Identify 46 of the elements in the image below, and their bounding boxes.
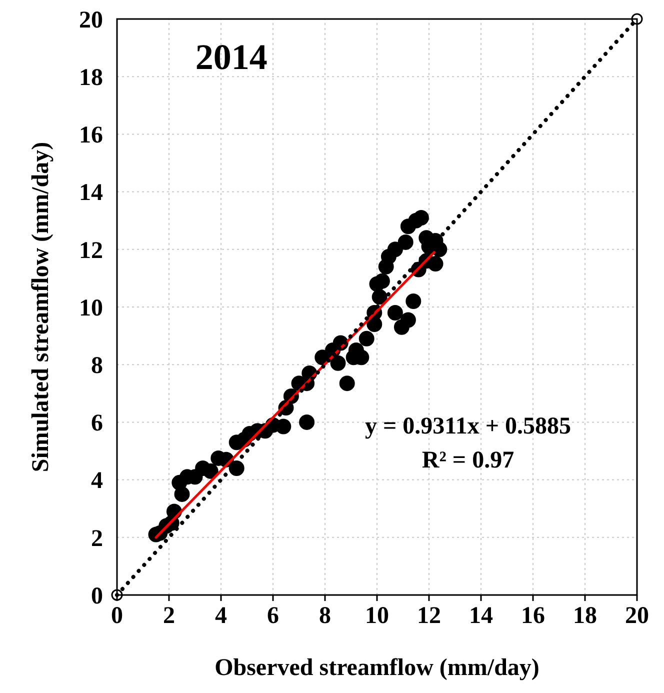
y-tick-label: 0: [91, 583, 103, 610]
y-tick-label: 6: [91, 410, 103, 437]
x-tick-label: 12: [417, 603, 441, 629]
point: [413, 210, 429, 226]
x-tick-label: 2: [163, 603, 175, 629]
point: [330, 355, 346, 371]
x-tick-label: 10: [365, 603, 389, 629]
point: [339, 376, 355, 392]
y-tick-label: 16: [79, 122, 103, 149]
point: [432, 242, 448, 258]
y-tick-label: 12: [79, 238, 103, 264]
point: [631, 13, 643, 25]
point: [374, 273, 390, 289]
point: [372, 289, 388, 305]
point: [387, 305, 403, 321]
annotation: R² = 0.97: [422, 448, 514, 474]
y-tick-label: 8: [91, 353, 103, 379]
point: [398, 234, 414, 250]
point: [428, 256, 444, 272]
y-tick-label: 14: [79, 180, 103, 206]
y-tick-label: 4: [91, 468, 103, 494]
point: [299, 414, 315, 430]
y-tick-label: 10: [79, 295, 103, 322]
y-tick-label: 20: [79, 7, 103, 34]
x-axis-title: Observed streamflow (mm/day): [214, 655, 540, 681]
x-tick-label: 4: [215, 603, 227, 629]
x-tick-label: 6: [267, 603, 279, 629]
text: 2014: [195, 37, 268, 77]
point: [400, 312, 416, 328]
point: [202, 463, 218, 479]
point: [276, 418, 292, 434]
x-tick-label: 16: [521, 603, 545, 629]
x-tick-label: 14: [469, 603, 493, 629]
x-tick-label: 18: [573, 603, 597, 629]
point: [406, 293, 422, 309]
point: [387, 242, 403, 258]
y-axis-title: Simulated streamflow (mm/day): [28, 142, 54, 472]
annotation: y = 0.9311x + 0.5885: [364, 414, 572, 440]
x-tick-label: 0: [111, 603, 123, 629]
x-tick-label: 8: [319, 603, 331, 629]
point: [111, 589, 123, 601]
y-tick-label: 2: [91, 526, 103, 552]
x-tick-label: 20: [625, 603, 649, 629]
point: [174, 486, 190, 502]
y-tick-label: 18: [79, 65, 103, 91]
point: [358, 330, 374, 346]
